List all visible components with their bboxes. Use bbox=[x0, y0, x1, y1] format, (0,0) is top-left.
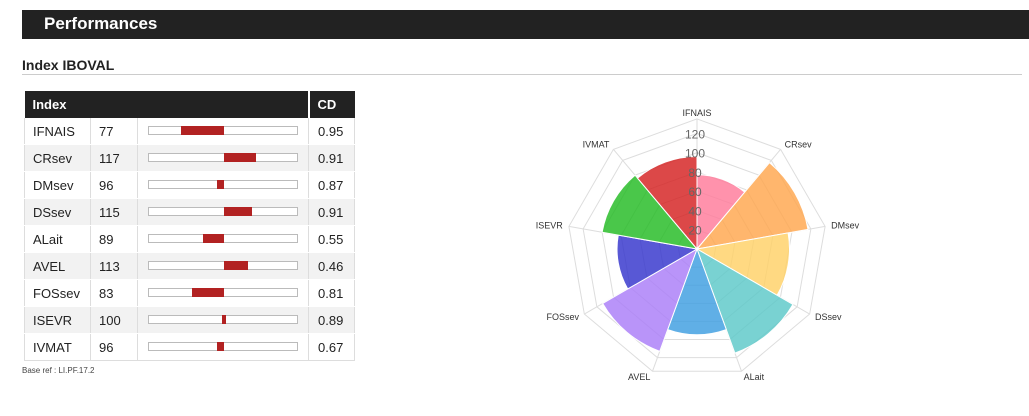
sector-isevr bbox=[601, 174, 699, 250]
table-row: AVEL 113 0.46 bbox=[24, 252, 355, 280]
radar-tick-label: 100 bbox=[685, 147, 705, 161]
index-bar-track bbox=[148, 126, 298, 135]
index-bar-fill bbox=[203, 234, 224, 243]
index-table: Index CD IFNAIS 77 0.95 CRsev 117 0.91 DMsev 96… bbox=[24, 91, 355, 361]
index-value: 115 bbox=[90, 198, 138, 226]
index-bar-fill bbox=[224, 153, 256, 162]
index-cd: 0.95 bbox=[308, 118, 355, 145]
sector-crsev bbox=[695, 161, 809, 250]
page-title: Performances bbox=[44, 14, 158, 33]
table-row: IVMAT 96 0.67 bbox=[24, 333, 355, 361]
index-name: DSsev bbox=[24, 198, 91, 226]
sector-avel bbox=[602, 247, 698, 352]
index-bar-fill bbox=[222, 315, 226, 324]
index-bar-track bbox=[148, 180, 298, 189]
index-cd: 0.55 bbox=[308, 225, 355, 253]
radar-tick-label: 120 bbox=[685, 127, 705, 141]
table-row: ALait 89 0.55 bbox=[24, 225, 355, 253]
index-bar-track bbox=[148, 288, 298, 297]
polar-area-chart: 20 40 60 80 100 120 IFNAIS CRsev DMsev DSsev ALait… bbox=[536, 108, 860, 382]
index-cd: 0.46 bbox=[308, 252, 355, 280]
column-header-index: Index bbox=[24, 91, 309, 118]
category-label: AVEL bbox=[628, 372, 650, 382]
radar-tick-label: 60 bbox=[688, 185, 702, 199]
index-bar-cell bbox=[137, 333, 309, 361]
category-label: ALait bbox=[744, 372, 765, 382]
index-bar-track bbox=[148, 315, 298, 324]
index-name: FOSsev bbox=[24, 279, 91, 307]
index-name: DMsev bbox=[24, 171, 91, 199]
table-row: ISEVR 100 0.89 bbox=[24, 306, 355, 334]
index-name: ALait bbox=[24, 225, 91, 253]
index-name: IFNAIS bbox=[24, 118, 91, 145]
index-bar-fill bbox=[216, 180, 224, 189]
table-row: IFNAIS 77 0.95 bbox=[24, 118, 355, 145]
index-bar-fill bbox=[224, 207, 253, 216]
section-divider bbox=[22, 74, 1022, 75]
index-cd: 0.91 bbox=[308, 198, 355, 226]
index-name: CRsev bbox=[24, 144, 91, 172]
table-header-row: Index CD bbox=[24, 91, 355, 118]
index-cd: 0.81 bbox=[308, 279, 355, 307]
index-bar-fill bbox=[224, 261, 249, 270]
index-value: 96 bbox=[90, 333, 138, 361]
sector-dssev bbox=[696, 247, 794, 354]
radar-tick-label: 40 bbox=[688, 204, 702, 218]
index-bar-track bbox=[148, 207, 298, 216]
index-cd: 0.67 bbox=[308, 333, 355, 361]
index-bar-track bbox=[148, 234, 298, 243]
radar-grid-ring bbox=[568, 118, 826, 372]
category-label: IFNAIS bbox=[682, 108, 711, 118]
section-title: Index IBOVAL bbox=[22, 57, 115, 73]
index-cd: 0.89 bbox=[308, 306, 355, 334]
index-bar-cell bbox=[137, 252, 309, 280]
category-label: DMsev bbox=[831, 220, 860, 230]
index-bar-cell bbox=[137, 118, 309, 145]
base-ref: Base ref : LI.PF.17.2 bbox=[22, 366, 95, 375]
radar-tick-label: 80 bbox=[688, 166, 702, 180]
index-bar-cell bbox=[137, 171, 309, 199]
index-bar-fill bbox=[192, 288, 224, 297]
category-label: DSsev bbox=[815, 312, 842, 322]
index-cd: 0.91 bbox=[308, 144, 355, 172]
index-value: 77 bbox=[90, 118, 138, 145]
category-label: IVMAT bbox=[583, 140, 610, 150]
index-value: 113 bbox=[90, 252, 138, 280]
index-bar-fill bbox=[180, 126, 224, 135]
index-bar-track bbox=[148, 342, 298, 351]
radar-tick-label: 20 bbox=[688, 224, 702, 238]
index-bar-cell bbox=[137, 306, 309, 334]
index-value: 89 bbox=[90, 225, 138, 253]
index-name: IVMAT bbox=[24, 333, 91, 361]
index-bar-cell bbox=[137, 279, 309, 307]
table-row: FOSsev 83 0.81 bbox=[24, 279, 355, 307]
index-bar-track bbox=[148, 261, 298, 270]
table-row: CRsev 117 0.91 bbox=[24, 144, 355, 172]
column-header-cd: CD bbox=[307, 91, 355, 118]
sector-ivmat bbox=[636, 155, 698, 251]
index-bar-cell bbox=[137, 198, 309, 226]
table-row: DSsev 115 0.91 bbox=[24, 198, 355, 226]
index-bar-track bbox=[148, 153, 298, 162]
index-value: 100 bbox=[90, 306, 138, 334]
category-label: CRsev bbox=[785, 140, 813, 150]
category-label: FOSsev bbox=[546, 312, 579, 322]
index-cd: 0.87 bbox=[308, 171, 355, 199]
category-label: ISEVR bbox=[536, 220, 564, 230]
index-bar-fill bbox=[216, 342, 224, 351]
index-value: 83 bbox=[90, 279, 138, 307]
sector-dmsev bbox=[695, 232, 790, 296]
table-row: DMsev 96 0.87 bbox=[24, 171, 355, 199]
index-value: 96 bbox=[90, 171, 138, 199]
header-bar: Performances bbox=[22, 10, 1029, 39]
table-body: IFNAIS 77 0.95 CRsev 117 0.91 DMsev 96 0.87 DSsev… bbox=[24, 118, 355, 361]
index-bar-cell bbox=[137, 144, 309, 172]
index-name: AVEL bbox=[24, 252, 91, 280]
index-bar-cell bbox=[137, 225, 309, 253]
index-value: 117 bbox=[90, 144, 138, 172]
index-name: ISEVR bbox=[24, 306, 91, 334]
